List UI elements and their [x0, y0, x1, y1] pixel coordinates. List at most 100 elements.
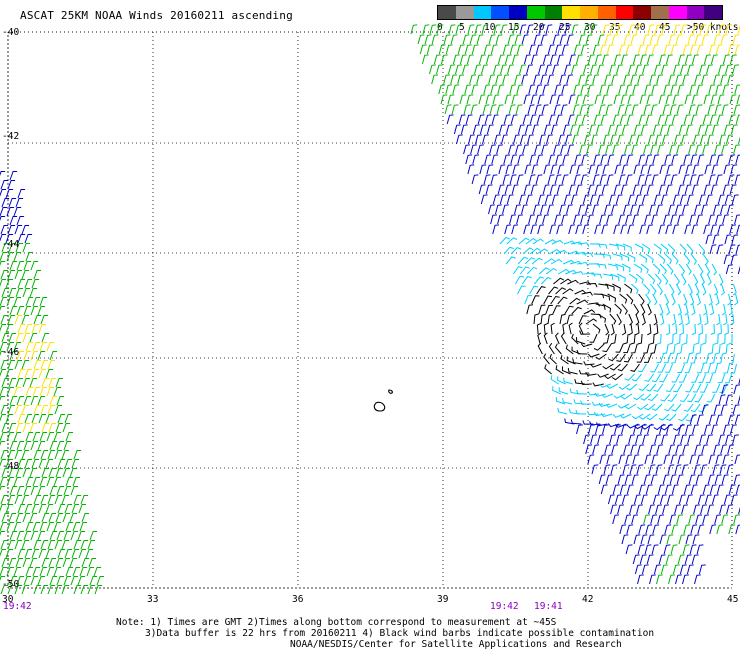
wind-barb	[569, 124, 577, 135]
wind-barb	[734, 84, 740, 95]
wind-barb	[565, 134, 572, 145]
wind-barb	[550, 124, 558, 135]
wind-barb	[635, 323, 640, 336]
wind-barb	[48, 558, 57, 568]
wind-barb	[672, 224, 680, 235]
wind-barb	[0, 261, 6, 266]
wind-barb	[14, 585, 23, 595]
wind-barb	[451, 104, 459, 115]
wind-barb	[655, 464, 663, 475]
wind-barb	[641, 313, 646, 326]
wind-barb	[678, 124, 686, 135]
wind-barb	[640, 424, 647, 435]
wind-barb	[640, 263, 649, 274]
wind-barb	[717, 323, 722, 336]
wind-barb	[661, 24, 669, 35]
wind-barb	[560, 278, 572, 285]
wind-barb	[542, 54, 550, 65]
wind-barb	[686, 243, 694, 255]
wind-barb	[676, 104, 684, 115]
legend-label: 35	[609, 22, 621, 33]
wind-barb	[566, 356, 576, 365]
wind-barb	[61, 495, 70, 505]
wind-barb	[574, 289, 586, 295]
wind-barb	[691, 323, 697, 336]
wind-barb	[531, 164, 539, 175]
wind-barb	[649, 34, 657, 45]
wind-barb	[16, 531, 25, 541]
wind-barb	[730, 363, 737, 374]
wind-barb	[599, 84, 607, 95]
wind-barb	[559, 74, 567, 85]
wind-barb	[56, 441, 65, 451]
wind-barb	[548, 114, 556, 125]
wind-barb	[719, 383, 728, 393]
wind-barb	[659, 303, 664, 316]
wind-barb	[691, 94, 699, 105]
wind-barb	[29, 558, 38, 568]
wind-barb	[671, 313, 677, 326]
wind-barb	[617, 104, 625, 115]
wind-barb	[588, 302, 600, 307]
wind-barb	[5, 189, 14, 199]
wind-barb	[726, 134, 733, 145]
wind-barb	[579, 330, 591, 335]
wind-barb	[528, 214, 535, 225]
wind-barb	[666, 534, 674, 545]
wind-barb	[504, 224, 512, 235]
wind-barb	[77, 531, 86, 541]
wind-barb	[714, 104, 722, 115]
wind-barb	[597, 373, 609, 378]
wind-barb	[731, 194, 739, 205]
wind-barb	[80, 585, 89, 595]
wind-barb	[556, 54, 564, 65]
wind-barb	[651, 454, 659, 465]
wind-barb	[612, 144, 619, 155]
wind-barb	[568, 54, 576, 65]
wind-barb	[0, 324, 7, 332]
wind-barb	[689, 214, 696, 225]
wind-barb	[600, 484, 608, 495]
wind-barb	[612, 253, 623, 261]
wind-barb	[8, 468, 17, 478]
wind-barb	[701, 333, 707, 345]
wind-barb	[675, 204, 682, 215]
wind-barb	[598, 104, 606, 115]
wind-barb	[700, 504, 707, 515]
wind-barb	[547, 204, 554, 215]
wind-barb	[47, 495, 56, 505]
wind-barb	[538, 64, 545, 75]
wind-barb	[626, 154, 634, 165]
wind-barb	[558, 387, 569, 395]
wind-barb	[631, 104, 639, 115]
wind-barb	[709, 353, 716, 365]
wind-barb	[703, 54, 711, 65]
wind-barb	[502, 44, 510, 55]
wind-barb	[738, 506, 740, 515]
wind-barb	[581, 252, 594, 258]
wind-barb	[607, 263, 618, 271]
wind-barb	[574, 154, 582, 165]
wind-barb	[681, 504, 688, 515]
wind-barb	[610, 134, 617, 145]
wind-barb	[24, 414, 33, 424]
wind-barb	[585, 318, 597, 325]
wind-barb	[667, 464, 675, 475]
wind-barb	[561, 174, 569, 185]
wind-barb	[79, 567, 88, 577]
wind-barb	[41, 378, 50, 388]
wind-barb	[695, 474, 703, 485]
wind-barb	[715, 214, 722, 225]
wind-barb	[527, 134, 534, 145]
wind-barb	[557, 407, 568, 415]
wind-barb	[659, 494, 667, 505]
wind-barb	[650, 343, 657, 354]
wind-barb	[688, 104, 696, 115]
legend-swatch	[651, 6, 669, 19]
wind-barb	[40, 360, 49, 370]
wind-barb	[715, 414, 723, 425]
wind-barb	[728, 524, 736, 535]
wind-barb	[678, 373, 688, 383]
wind-barb	[7, 225, 16, 235]
wind-barb	[688, 343, 695, 355]
